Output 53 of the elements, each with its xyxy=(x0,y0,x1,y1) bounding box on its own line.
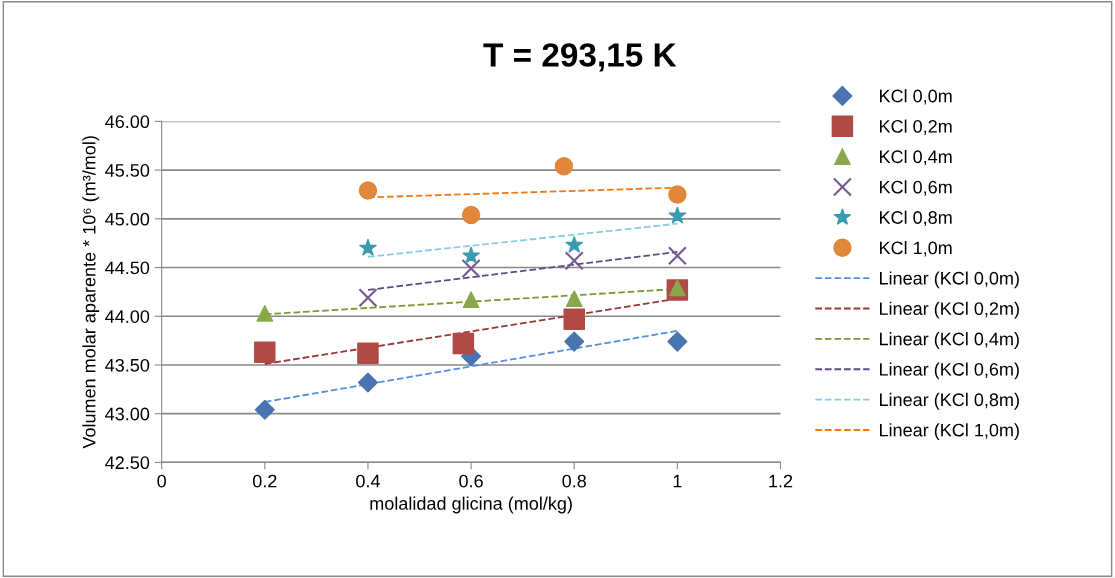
point xyxy=(462,291,480,308)
x-tick-label: 0.8 xyxy=(562,474,586,488)
y-tick-label: 43.00 xyxy=(105,407,150,421)
point xyxy=(668,185,687,204)
legend-label: KCl 0,6m xyxy=(879,180,952,196)
point xyxy=(359,238,377,256)
point xyxy=(565,235,584,253)
point xyxy=(461,205,481,225)
chart-title: T = 293,15 K xyxy=(483,43,677,72)
y-tick-label: 46.00 xyxy=(105,115,150,129)
y-tick-label: 42.50 xyxy=(105,456,150,470)
x-tick-label: 0.2 xyxy=(252,474,277,488)
point xyxy=(461,258,481,279)
point xyxy=(254,341,276,364)
point xyxy=(667,246,687,266)
x-tick-label: 0 xyxy=(157,474,166,488)
point xyxy=(667,331,688,352)
y-axis-title: Volumen molar aparente * 10⁶ (m³/mol) xyxy=(82,136,100,449)
y-tick-label: 43.50 xyxy=(105,358,150,372)
y-tick-label: 44.00 xyxy=(105,310,150,323)
point xyxy=(358,181,378,200)
legend-label: KCl 0,0m xyxy=(879,89,952,105)
x-tick-label: 1.2 xyxy=(769,474,793,488)
point xyxy=(256,305,274,322)
point xyxy=(462,246,480,264)
legend-label: KCl 0,4m xyxy=(879,149,952,166)
legend-label: Linear (KCl 0,2m) xyxy=(879,301,1019,319)
y-tick-label: 45.00 xyxy=(105,212,150,226)
point xyxy=(554,156,574,176)
point xyxy=(563,308,585,330)
x-tick-label: 0.4 xyxy=(356,474,380,488)
point xyxy=(452,332,475,355)
legend-label: Linear (KCl 0,8m) xyxy=(879,392,1019,410)
point xyxy=(565,290,583,308)
x-tick-label: 0.6 xyxy=(459,474,483,488)
point xyxy=(564,331,585,352)
legend-label: Linear (KCl 0,4m) xyxy=(879,332,1019,349)
legend-label: KCl 0,2m xyxy=(879,119,952,135)
legend-label: Linear (KCl 0,0m) xyxy=(879,271,1019,289)
point xyxy=(357,342,379,365)
legend-label: Linear (KCl 0,6m) xyxy=(879,362,1019,380)
y-tick-label: 45.50 xyxy=(105,164,150,177)
legend-label: KCl 0,8m xyxy=(879,210,952,227)
point xyxy=(357,372,378,393)
point xyxy=(668,206,687,224)
legend-label: KCl 1,0m xyxy=(879,241,952,257)
point xyxy=(358,288,378,308)
y-tick-label: 44.50 xyxy=(105,261,150,275)
point xyxy=(254,399,275,420)
legend-label: Linear (KCl 1,0m) xyxy=(879,423,1019,441)
x-tick-label: 1 xyxy=(673,474,682,488)
point xyxy=(564,251,584,271)
x-axis-title: molalidad glicina (mol/kg) xyxy=(370,496,572,514)
